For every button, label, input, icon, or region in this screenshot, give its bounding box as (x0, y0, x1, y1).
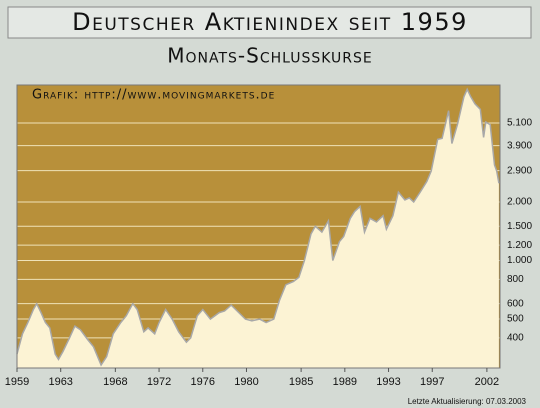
y-tick-label: 800 (507, 274, 524, 285)
x-tick-label: 1993 (376, 376, 400, 388)
y-tick-label: 5.100 (507, 118, 532, 129)
line (16, 87, 500, 367)
x-tick-label: 1968 (103, 376, 127, 388)
y-tick-label: 2.000 (507, 197, 532, 208)
y-tick-label: 1.500 (507, 221, 532, 232)
y-tick-label: 1.200 (507, 240, 532, 251)
y-tick-label: 400 (507, 333, 524, 344)
annotation: Grafik: http://www.movingmarkets.de (32, 88, 275, 103)
x-tick-label: 1985 (289, 376, 313, 388)
x-tick-label: 1959 (5, 376, 29, 388)
chart-title: Deutscher Aktienindex seit 1959 (72, 8, 468, 36)
area (17, 89, 499, 369)
x-tick-label: 1963 (48, 376, 72, 388)
y-tick-label: 3.900 (507, 140, 532, 151)
plot-area (16, 84, 501, 369)
x-tick-label: 1980 (234, 376, 258, 388)
x-tick-label: 1972 (147, 376, 171, 388)
y-tick-label: 500 (507, 314, 524, 325)
x-tick-label: 1976 (191, 376, 215, 388)
y-tick-label: 2.900 (507, 165, 532, 176)
y-tick-label: 1.000 (507, 255, 532, 266)
footer: Letzte Aktualisierung: 07.03.2003 (408, 397, 527, 406)
x-tick-label: 1997 (420, 376, 444, 388)
plot-frame (16, 84, 501, 369)
x-tick-label: 1989 (333, 376, 357, 388)
x-tick-label: 2002 (475, 376, 499, 388)
chart-subtitle: Monats-Schlusskurse (167, 44, 373, 68)
title-box (7, 6, 532, 39)
y-tick-label: 600 (507, 298, 524, 309)
